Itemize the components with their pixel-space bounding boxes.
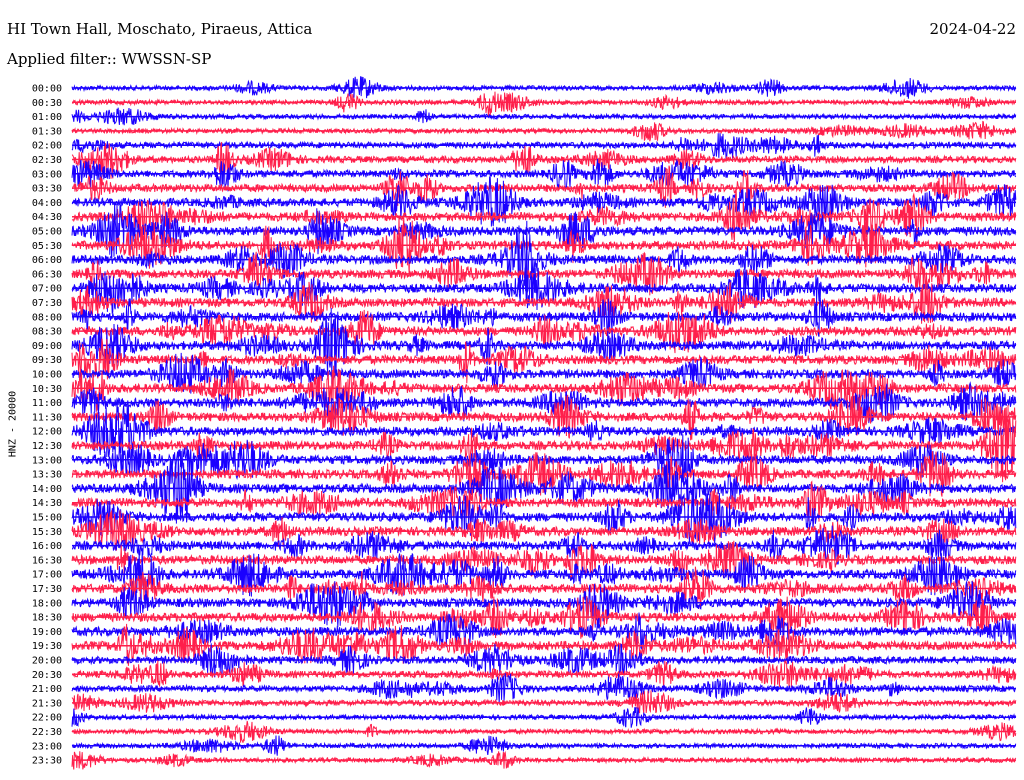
row-time-label: 18:30 bbox=[32, 613, 62, 624]
row-time-label: 03:30 bbox=[32, 184, 62, 195]
row-time-label: 19:30 bbox=[32, 641, 62, 652]
row-time-label: 21:00 bbox=[32, 684, 62, 695]
row-time-label: 14:30 bbox=[32, 498, 62, 509]
row-time-label: 08:30 bbox=[32, 327, 62, 338]
row-time-label: 23:00 bbox=[32, 741, 62, 752]
row-time-label: 08:00 bbox=[32, 312, 62, 323]
seismogram-trace bbox=[71, 188, 1017, 243]
row-time-label: 15:30 bbox=[32, 527, 62, 538]
row-time-label: 13:00 bbox=[32, 455, 62, 466]
row-time-label: 05:00 bbox=[32, 227, 62, 238]
row-time-label: 22:00 bbox=[32, 713, 62, 724]
seismogram-trace bbox=[71, 365, 1017, 413]
row-time-label: 13:30 bbox=[32, 470, 62, 481]
seismogram-trace bbox=[71, 672, 1016, 704]
row-time-label: 00:00 bbox=[32, 84, 62, 95]
row-time-label: 17:30 bbox=[32, 584, 62, 595]
row-time-label: 04:30 bbox=[32, 212, 62, 223]
seismogram-trace bbox=[71, 267, 1017, 315]
seismogram-trace bbox=[71, 204, 1017, 259]
row-time-label: 01:00 bbox=[32, 112, 62, 123]
row-time-label: 10:00 bbox=[32, 370, 62, 381]
seismogram-trace bbox=[71, 451, 1017, 498]
row-time-label: 01:30 bbox=[32, 126, 62, 137]
seismogram-trace bbox=[71, 220, 1017, 293]
seismogram-trace bbox=[71, 404, 1017, 483]
row-time-label: 16:30 bbox=[32, 555, 62, 566]
row-time-label: 03:00 bbox=[32, 169, 62, 180]
row-time-label: 05:30 bbox=[32, 241, 62, 252]
seismogram-trace bbox=[71, 280, 1017, 324]
row-time-label: 23:30 bbox=[32, 756, 62, 767]
row-time-label: 17:00 bbox=[32, 570, 62, 581]
row-time-label: 12:30 bbox=[32, 441, 62, 452]
row-time-label: 20:30 bbox=[32, 670, 62, 681]
row-time-label: 06:30 bbox=[32, 269, 62, 280]
row-time-label: 02:30 bbox=[32, 155, 62, 166]
row-time-label: 00:30 bbox=[32, 98, 62, 109]
seismogram-trace bbox=[71, 133, 1017, 160]
seismogram-trace bbox=[71, 120, 1017, 142]
row-time-label: 06:00 bbox=[32, 255, 62, 266]
row-time-label: 04:00 bbox=[32, 198, 62, 209]
seismogram-trace bbox=[71, 525, 1017, 565]
row-time-label: 16:00 bbox=[32, 541, 62, 552]
seismogram-trace bbox=[71, 510, 1017, 551]
station-title: HI Town Hall, Moschato, Piraeus, Attica bbox=[7, 20, 313, 38]
row-time-label: 11:30 bbox=[32, 412, 62, 423]
row-time-label: 18:00 bbox=[32, 598, 62, 609]
seismogram-trace bbox=[71, 540, 1017, 581]
row-time-label: 10:30 bbox=[32, 384, 62, 395]
row-time-label: 22:30 bbox=[32, 727, 62, 738]
row-time-label: 12:00 bbox=[32, 427, 62, 438]
seismogram-trace bbox=[71, 394, 1017, 441]
row-time-label: 21:30 bbox=[32, 698, 62, 709]
seismogram-trace bbox=[71, 488, 1017, 544]
row-time-label: 07:30 bbox=[32, 298, 62, 309]
row-time-label: 09:00 bbox=[32, 341, 62, 352]
row-time-label: 15:00 bbox=[32, 513, 62, 524]
date-label: 2024-04-22 bbox=[929, 20, 1016, 38]
row-time-label: 07:00 bbox=[32, 284, 62, 295]
seismogram-trace bbox=[71, 690, 1017, 714]
filter-label: Applied filter:: WWSSN-SP bbox=[7, 50, 212, 68]
seismogram-trace bbox=[71, 176, 1017, 227]
row-time-label: 02:00 bbox=[32, 141, 62, 152]
seismogram-trace bbox=[71, 91, 1017, 117]
seismogram-trace bbox=[71, 623, 1017, 666]
row-time-label: 20:00 bbox=[32, 656, 62, 667]
row-time-label: 14:00 bbox=[32, 484, 62, 495]
row-time-label: 11:00 bbox=[32, 398, 62, 409]
row-time-label: 19:00 bbox=[32, 627, 62, 638]
row-time-label: 09:30 bbox=[32, 355, 62, 366]
